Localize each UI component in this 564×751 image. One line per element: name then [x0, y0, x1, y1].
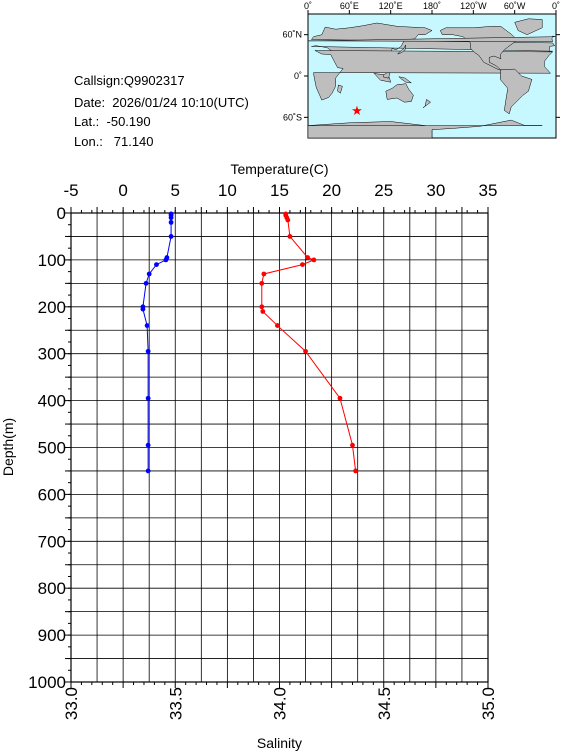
temperature-tick-label: 25 — [374, 181, 393, 200]
chart-minor-ticks — [65, 207, 489, 688]
callsign-text: Callsign:Q9902317 — [74, 73, 185, 88]
salinity-data-point — [168, 234, 174, 239]
depth-tick-labels: 0 100 200 300 400 500 600 700 800 900 1000 — [28, 204, 66, 692]
map-longitude-label: 120˚E — [379, 1, 403, 11]
antarctica-west-landmass — [307, 119, 543, 139]
madagascar-landmass — [337, 84, 343, 94]
salinity-axis-label: Salinity — [257, 735, 302, 751]
new-guinea-landmass — [398, 76, 413, 84]
temperature-data-point — [303, 348, 308, 354]
map-longitude-label: 0˚ — [552, 1, 560, 11]
africa-landmass — [313, 50, 554, 101]
map-latitude-labels: 60˚N 0˚ 60˚S — [282, 30, 302, 123]
temperature-axis-label: Temperature(C) — [230, 161, 328, 177]
map-longitude-labels: 0˚ 60˚E 120˚E 180˚ 120˚W 60˚W 0˚ — [304, 1, 560, 11]
temperature-tick-label: 0 — [118, 181, 127, 200]
map-latitude-label: 60˚N — [282, 30, 302, 40]
temperature-tick-label: 10 — [218, 181, 237, 200]
map-longitude-label: 180˚ — [423, 1, 441, 11]
map-longitude-label: 120˚W — [460, 1, 487, 11]
salinity-data-point — [145, 442, 151, 448]
date-text: Date: 2026/01/24 10:10(UTC) — [74, 95, 249, 110]
longitude-text: Lon.: 71.140 — [74, 134, 154, 149]
map-longitude-label: 60˚E — [340, 1, 359, 11]
depth-tick-label: 500 — [38, 439, 66, 458]
depth-tick-label: 800 — [38, 579, 66, 598]
salinity-data-point — [168, 219, 174, 225]
indonesia-landmass — [373, 72, 392, 83]
temperature-tick-label: -5 — [63, 181, 78, 200]
salinity-tick-labels: 33.0 33.5 34.0 34.5 35.0 — [62, 687, 498, 720]
salinity-data-point — [168, 215, 174, 221]
temperature-tick-labels: -5 0 5 10 15 20 25 30 35 — [63, 181, 497, 200]
temperature-data-point — [275, 323, 280, 328]
temperature-data-point — [350, 442, 355, 448]
depth-tick-label: 900 — [38, 626, 66, 645]
latitude-text: Lat.: -50.190 — [74, 114, 151, 129]
greenland-landmass — [514, 18, 543, 35]
temperature-data-point — [337, 395, 343, 401]
chart-grid — [70, 212, 489, 683]
temperature-tick-label: 20 — [322, 181, 341, 200]
salinity-data-point — [154, 262, 159, 267]
temperature-data-point — [260, 309, 266, 314]
temperature-data-point — [300, 262, 305, 267]
temperature-data-point — [353, 468, 359, 474]
temperature-tick-label: 30 — [426, 181, 445, 200]
float-location-marker: ★ — [351, 103, 363, 118]
map-longitude-label: 0˚ — [304, 1, 312, 11]
salinity-profile-line — [142, 213, 172, 471]
depth-tick-label: 1000 — [28, 673, 66, 692]
south-america-landmass — [499, 68, 533, 115]
salinity-data-point — [143, 280, 149, 286]
depth-tick-label: 300 — [38, 345, 66, 364]
salinity-data-point — [145, 348, 151, 354]
temperature-data-point — [311, 257, 317, 263]
salinity-tick-label: 34.5 — [375, 687, 394, 720]
depth-tick-label: 400 — [38, 392, 66, 411]
salinity-tick-label: 34.0 — [271, 687, 290, 720]
temperature-data-point — [287, 234, 293, 239]
salinity-data-point — [140, 306, 146, 312]
map-longitude-label: 60˚W — [504, 1, 526, 11]
uk-landmass — [308, 35, 556, 42]
depth-tick-label: 100 — [38, 251, 66, 270]
map-latitude-label: 0˚ — [294, 71, 302, 81]
temperature-data-point — [305, 255, 311, 260]
salinity-data-point — [146, 271, 152, 277]
temperature-data-point — [259, 304, 265, 310]
depth-tick-label: 0 — [57, 204, 66, 223]
salinity-tick-label: 33.5 — [166, 687, 185, 720]
salinity-tick-label: 35.0 — [479, 687, 498, 720]
temperature-data-point — [259, 280, 265, 286]
salinity-data-point — [144, 323, 150, 328]
new-zealand-landmass — [422, 98, 432, 108]
salinity-data-point — [163, 257, 169, 263]
map-tick-marks — [304, 10, 560, 118]
temperature-profile-line — [261, 213, 357, 472]
salinity-tick-label: 33.0 — [62, 687, 81, 720]
australia-landmass — [385, 83, 414, 103]
profile-chart: -5 0 5 10 15 20 25 30 35 33.0 33.5 34.0 34.5 35.0 0 1… — [0, 161, 498, 751]
temperature-tick-label: 35 — [479, 181, 498, 200]
temperature-data-point — [261, 271, 267, 277]
depth-axis-label: Depth(m) — [0, 418, 16, 476]
map-latitude-label: 60˚S — [283, 112, 302, 122]
temperature-tick-label: 15 — [270, 181, 289, 200]
temperature-data-point — [285, 217, 291, 223]
location-map: 0˚ 60˚E 120˚E 180˚ 120˚W 60˚W 0˚ 60˚N 0˚ 60˚S ★ — [282, 1, 560, 139]
japan-landmass — [397, 44, 407, 55]
borneo-landmass — [382, 72, 391, 79]
map-landmasses — [307, 18, 556, 139]
salinity-data-point — [145, 395, 151, 401]
temperature-tick-label: 5 — [171, 181, 180, 200]
profile-series — [140, 211, 359, 474]
salinity-data-point — [145, 468, 151, 474]
depth-tick-label: 700 — [38, 532, 66, 551]
depth-tick-label: 600 — [38, 485, 66, 504]
depth-tick-label: 200 — [38, 298, 66, 317]
